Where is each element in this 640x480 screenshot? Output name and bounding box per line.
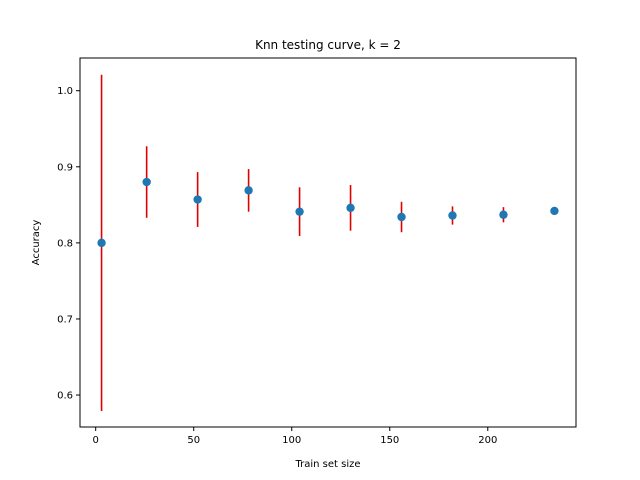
- y-tick-label: 0.9: [57, 162, 73, 173]
- data-point: [244, 186, 253, 195]
- y-tick-label: 0.6: [57, 391, 73, 402]
- chart-title: Knn testing curve, k = 2: [255, 38, 401, 52]
- x-axis: 0 50 100 150 200: [92, 427, 497, 446]
- data-point: [346, 203, 355, 213]
- data-point: [193, 195, 202, 204]
- data-point: [499, 210, 508, 219]
- data-point: [295, 207, 304, 216]
- data-point: [550, 206, 559, 216]
- y-tick-label: 0.7: [57, 314, 73, 325]
- data-point: [448, 211, 457, 220]
- y-tick-label: 1.0: [57, 86, 73, 97]
- data-point: [142, 177, 151, 187]
- x-tick-label: 200: [478, 435, 497, 446]
- y-tick-label: 0.8: [57, 238, 73, 249]
- x-tick-label: 50: [187, 435, 200, 446]
- data-point: [397, 212, 406, 222]
- data-point: [97, 238, 106, 248]
- x-tick-label: 0: [92, 435, 98, 446]
- x-tick-label: 100: [282, 435, 301, 446]
- plot-area: [97, 74, 559, 412]
- y-axis-label: Accuracy: [31, 220, 42, 266]
- x-axis-label: Train set size: [294, 459, 360, 470]
- x-tick-label: 150: [380, 435, 399, 446]
- y-axis: 0.6 0.7 0.8 0.9 1.0: [57, 86, 80, 402]
